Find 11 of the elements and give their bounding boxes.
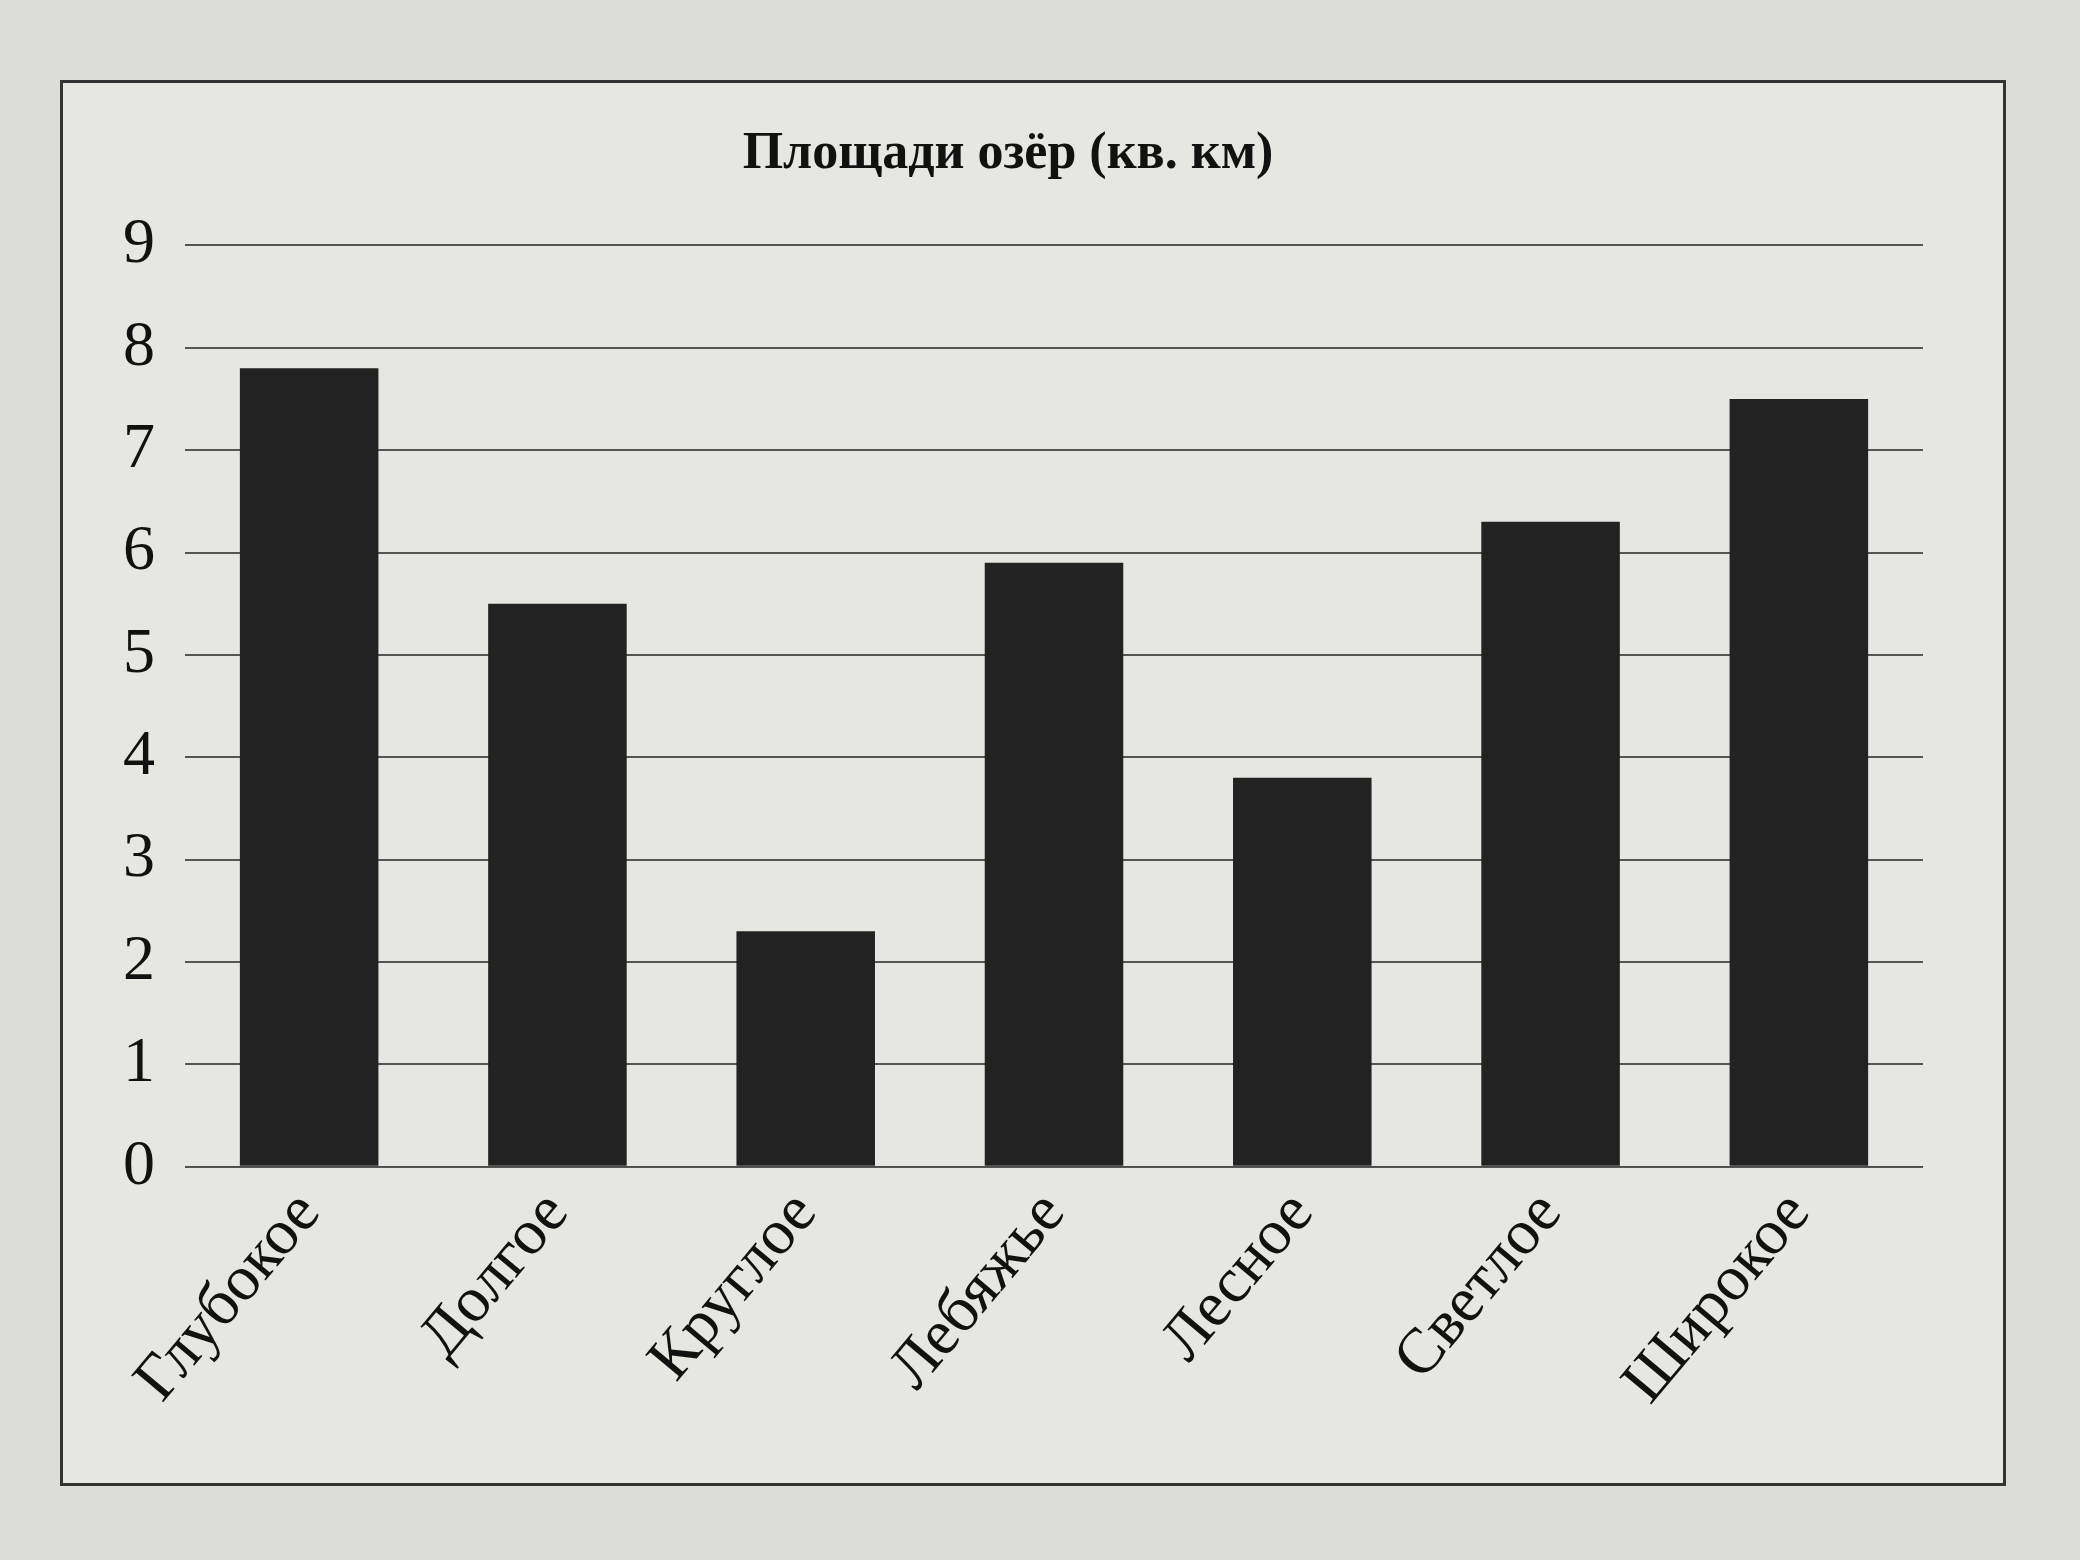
y-tick-label: 4: [123, 717, 155, 789]
y-tick-label: 5: [123, 614, 155, 686]
y-tick-label: 2: [123, 921, 155, 993]
y-tick-label: 1: [123, 1024, 155, 1096]
y-tick-label: 9: [123, 205, 155, 277]
y-tick-label: 7: [123, 409, 155, 481]
y-tick-label: 0: [123, 1126, 155, 1198]
y-tick-label: 8: [123, 307, 155, 379]
y-tick-label: 3: [123, 819, 155, 891]
chart-title: Площади озёр (кв. км): [742, 121, 1274, 180]
y-tick-label: 6: [123, 512, 155, 584]
